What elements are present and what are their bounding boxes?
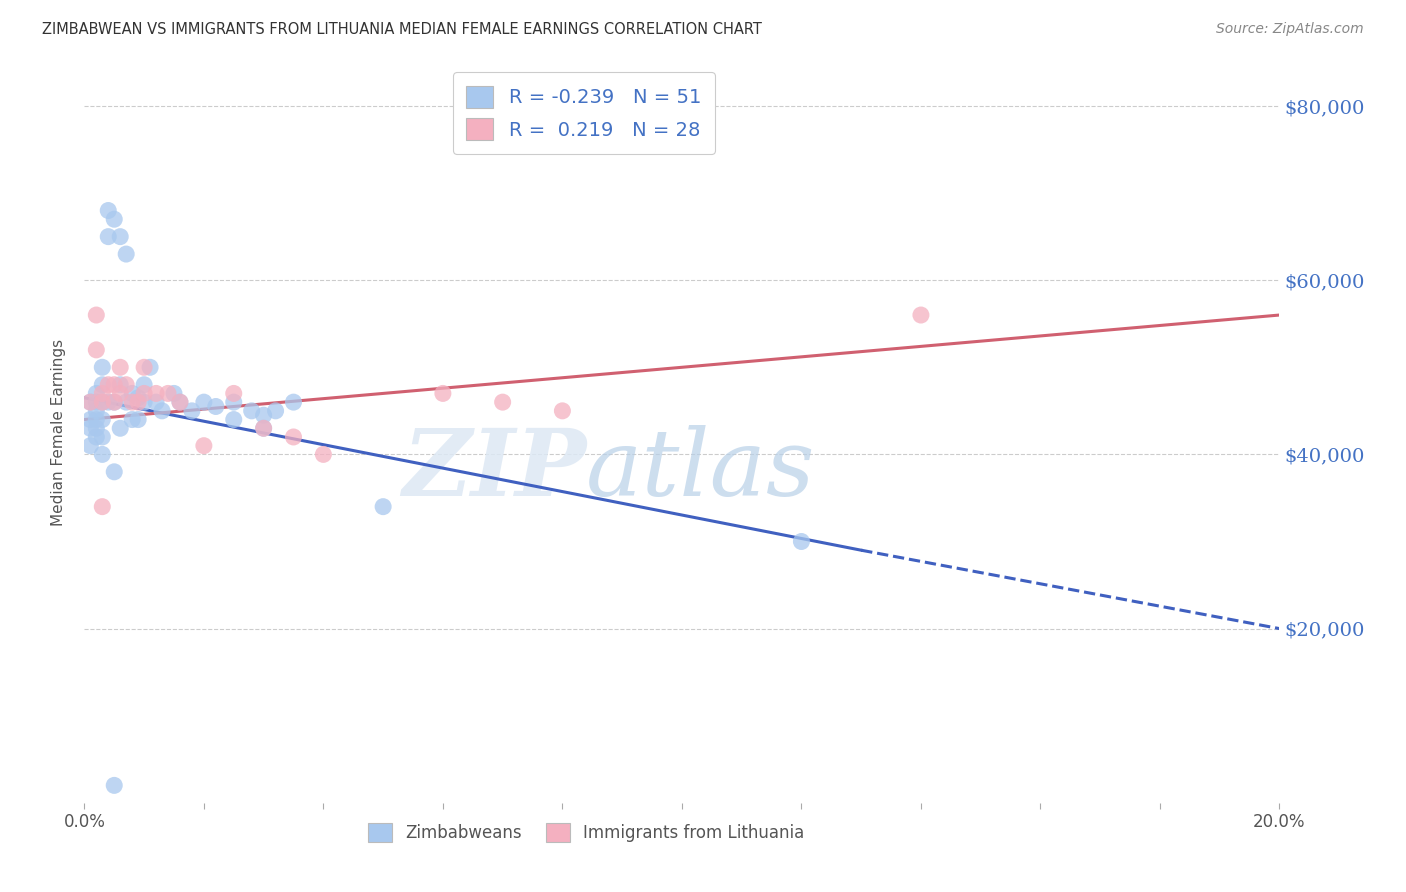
Point	[132, 360, 156, 375]
Point	[253, 421, 276, 435]
Point	[283, 430, 305, 444]
Point	[97, 229, 120, 244]
Point	[492, 395, 515, 409]
Point	[110, 421, 132, 435]
Point	[115, 377, 138, 392]
Text: ZIP: ZIP	[402, 425, 586, 515]
Point	[110, 229, 132, 244]
Point	[432, 386, 454, 401]
Point	[169, 395, 191, 409]
Point	[132, 395, 156, 409]
Y-axis label: Median Female Earnings: Median Female Earnings	[51, 339, 66, 526]
Point	[222, 395, 245, 409]
Legend: Zimbabweans, Immigrants from Lithuania: Zimbabweans, Immigrants from Lithuania	[357, 811, 815, 854]
Point	[86, 308, 108, 322]
Point	[103, 377, 125, 392]
Point	[103, 465, 125, 479]
Point	[91, 386, 114, 401]
Point	[103, 212, 125, 227]
Point	[139, 360, 162, 375]
Point	[157, 386, 180, 401]
Text: Source: ZipAtlas.com: Source: ZipAtlas.com	[1216, 22, 1364, 37]
Point	[127, 395, 149, 409]
Point	[145, 395, 167, 409]
Point	[91, 377, 114, 392]
Point	[193, 395, 215, 409]
Point	[91, 430, 114, 444]
Point	[121, 412, 143, 426]
Point	[103, 778, 125, 792]
Point	[910, 308, 932, 322]
Point	[91, 447, 114, 461]
Point	[97, 395, 120, 409]
Text: atlas: atlas	[586, 425, 815, 515]
Point	[79, 412, 101, 426]
Point	[205, 400, 228, 414]
Point	[222, 412, 245, 426]
Point	[163, 386, 186, 401]
Point	[86, 343, 108, 357]
Point	[79, 439, 101, 453]
Point	[110, 360, 132, 375]
Point	[127, 391, 149, 405]
Point	[169, 395, 191, 409]
Point	[551, 404, 574, 418]
Point	[253, 421, 276, 435]
Point	[91, 395, 114, 409]
Point	[181, 404, 204, 418]
Point	[127, 412, 149, 426]
Point	[283, 395, 305, 409]
Point	[91, 360, 114, 375]
Point	[86, 395, 108, 409]
Point	[86, 421, 108, 435]
Point	[79, 395, 101, 409]
Point	[97, 203, 120, 218]
Point	[264, 404, 287, 418]
Point	[121, 395, 143, 409]
Text: ZIMBABWEAN VS IMMIGRANTS FROM LITHUANIA MEDIAN FEMALE EARNINGS CORRELATION CHART: ZIMBABWEAN VS IMMIGRANTS FROM LITHUANIA …	[42, 22, 762, 37]
Point	[103, 395, 125, 409]
Point	[115, 395, 138, 409]
Point	[253, 408, 276, 422]
Point	[86, 404, 108, 418]
Point	[110, 386, 132, 401]
Point	[222, 386, 245, 401]
Point	[193, 439, 215, 453]
Point	[91, 395, 114, 409]
Point	[132, 386, 156, 401]
Point	[132, 377, 156, 392]
Point	[150, 404, 173, 418]
Point	[373, 500, 395, 514]
Point	[86, 430, 108, 444]
Point	[312, 447, 335, 461]
Point	[790, 534, 813, 549]
Point	[240, 404, 263, 418]
Point	[79, 395, 101, 409]
Point	[115, 247, 138, 261]
Point	[145, 386, 167, 401]
Point	[91, 412, 114, 426]
Point	[97, 377, 120, 392]
Point	[79, 421, 101, 435]
Point	[86, 386, 108, 401]
Point	[110, 377, 132, 392]
Point	[91, 500, 114, 514]
Point	[121, 386, 143, 401]
Point	[86, 412, 108, 426]
Point	[103, 395, 125, 409]
